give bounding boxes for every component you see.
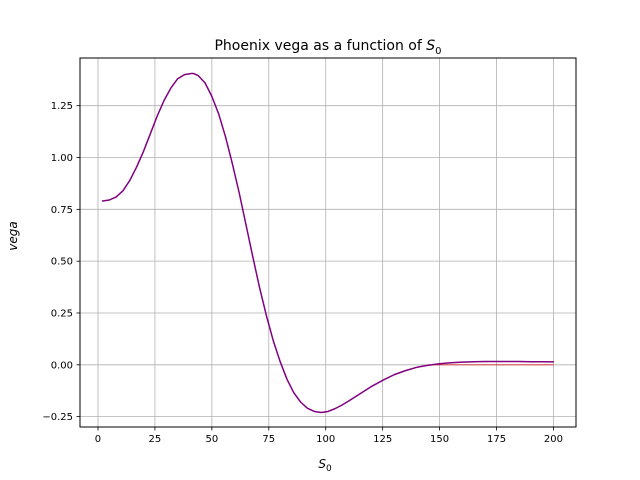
plot-frame xyxy=(79,57,577,428)
y-tick-label: 0.25 xyxy=(51,308,73,319)
y-tick-label: 0.50 xyxy=(51,257,73,268)
y-tick-label: 0.00 xyxy=(51,360,73,371)
chart-title-text: Phoenix vega as a function of xyxy=(214,38,426,54)
x-axis-label-symbol: S xyxy=(318,457,326,471)
x-tick-label: 175 xyxy=(487,434,506,445)
x-tick-label: 125 xyxy=(373,434,392,445)
y-tick-label: 1.25 xyxy=(51,101,73,112)
chart-title-symbol: S xyxy=(426,38,435,54)
x-axis-label: S0 xyxy=(318,457,332,474)
grid xyxy=(80,58,576,427)
y-tick-label: 1.00 xyxy=(51,153,73,164)
x-axis-label-subscript: 0 xyxy=(326,464,332,474)
y-axis-label: vega xyxy=(6,221,20,250)
x-tick-label: 50 xyxy=(205,434,218,445)
ticks: 0 25 50 75 100 125 150 175 200 −0.25 0.00 0.25 0.50 0… xyxy=(42,101,563,445)
x-tick-label: 0 xyxy=(95,434,101,445)
x-tick-label: 25 xyxy=(149,434,162,445)
x-tick-label: 100 xyxy=(316,434,335,445)
x-tick-label: 150 xyxy=(430,434,449,445)
y-tick-label: 0.75 xyxy=(51,205,73,216)
y-tick-label: −0.25 xyxy=(42,412,73,423)
series-line-vega xyxy=(101,72,555,414)
x-tick-label: 200 xyxy=(544,434,563,445)
x-tick-label: 75 xyxy=(262,434,275,445)
series-layer xyxy=(101,72,555,414)
chart-title: Phoenix vega as a function of S0 xyxy=(214,38,441,57)
chart-title-subscript: 0 xyxy=(435,46,441,57)
